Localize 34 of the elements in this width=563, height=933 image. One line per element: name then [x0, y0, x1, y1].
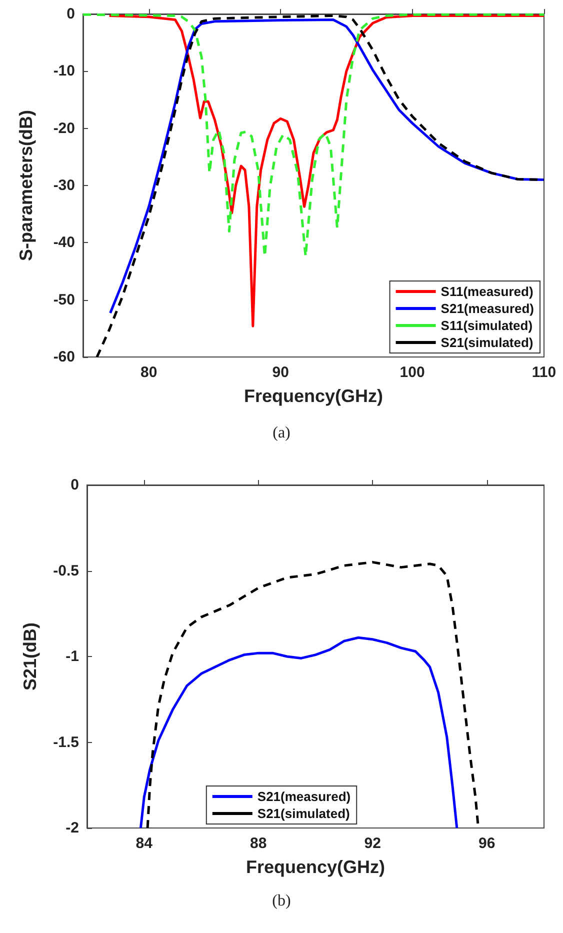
legend-label: S11(simulated)	[440, 318, 533, 333]
y-tick-label: -0.5	[53, 562, 79, 580]
line-series	[139, 636, 458, 830]
text: (b)	[272, 892, 291, 910]
line-series	[146, 560, 480, 830]
y-tick-label: -40	[53, 234, 75, 252]
x-tick-label: 88	[250, 835, 267, 852]
legend-label: S21(measured)	[440, 301, 534, 316]
y-tick-label: -1	[66, 648, 79, 665]
x-tick-label: 90	[272, 364, 289, 381]
text: (a)	[272, 424, 290, 442]
legend-label: S21(simulated)	[257, 806, 350, 821]
legend-label: S21(measured)	[257, 789, 351, 804]
x-tick-label: 84	[136, 835, 154, 852]
x-tick-label: 96	[478, 835, 496, 852]
legend-label: S21(simulated)	[440, 335, 534, 350]
y-tick-label: -20	[53, 120, 75, 137]
y-tick-label: -10	[53, 62, 75, 80]
y-tick-label: 0	[66, 6, 75, 22]
x-axis-title: Frequency(GHz)	[244, 386, 384, 406]
y-tick-label: -60	[53, 348, 75, 366]
legend-label: S11(measured)	[440, 284, 534, 299]
x-tick-label: 100	[400, 364, 425, 381]
y-tick-label: -50	[53, 291, 75, 308]
x-tick-label: 80	[140, 364, 158, 381]
y-tick-label: -1.5	[53, 734, 79, 751]
y-tick-label: 0	[70, 476, 79, 494]
y-tick-label: -2	[66, 820, 79, 836]
x-tick-label: 92	[364, 835, 381, 852]
x-tick-label: 110	[532, 364, 556, 381]
y-tick-label: -30	[53, 177, 75, 194]
y-axis-title: S21(dB)	[20, 622, 40, 691]
y-axis-title: S-parameters(dB)	[16, 110, 36, 262]
x-axis-title: Frequency(GHz)	[246, 857, 386, 877]
